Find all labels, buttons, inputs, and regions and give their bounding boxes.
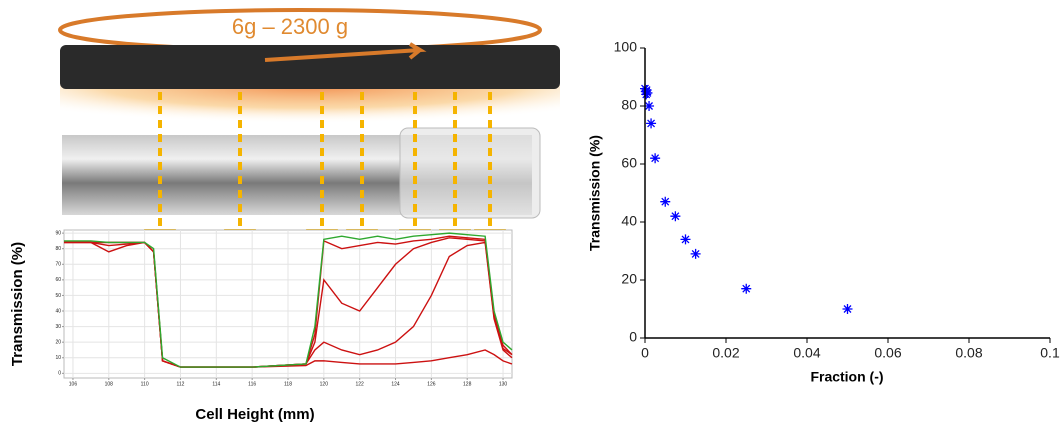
y-tick-label: 0 <box>629 329 637 345</box>
y-axis-label: Transmission (%) <box>9 242 26 366</box>
point <box>670 211 681 222</box>
point <box>660 196 671 207</box>
x-tick-label: 108 <box>105 381 114 387</box>
x-axis-label: Cell Height (mm) <box>195 406 314 423</box>
x-tick-label: 0.04 <box>793 345 820 361</box>
speed-label: 6g – 2300 g <box>232 14 348 39</box>
x-tick-label: 122 <box>356 381 365 387</box>
y-tick-label: 20 <box>621 271 637 287</box>
y-tick-label: 50 <box>55 293 61 299</box>
arrows <box>144 92 506 261</box>
cell-cap <box>399 127 541 219</box>
point <box>646 118 657 129</box>
point <box>690 248 701 259</box>
x-tick-label: 128 <box>463 381 472 387</box>
point <box>650 153 661 164</box>
y-tick-label: 70 <box>55 262 61 268</box>
y-tick-label: 40 <box>55 308 61 314</box>
point <box>741 283 752 294</box>
y-axis-label: Transmission (%) <box>587 135 603 251</box>
x-tick-label: 0.06 <box>874 345 901 361</box>
x-tick-label: 106 <box>69 381 78 387</box>
y-tick-label: 30 <box>55 324 61 330</box>
profile-line <box>64 232 513 368</box>
y-tick-label: 80 <box>55 246 61 252</box>
y-tick-label: 0 <box>58 371 61 377</box>
point <box>842 304 853 314</box>
point <box>641 89 652 100</box>
y-tick-label: 60 <box>55 277 61 283</box>
x-tick-label: 0.1 <box>1040 345 1060 361</box>
x-tick-label: 0.08 <box>955 345 982 361</box>
x-tick-label: 112 <box>176 381 184 387</box>
x-axis-label: Fraction (-) <box>810 369 883 385</box>
x-tick-label: 0 <box>641 345 649 361</box>
y-tick-label: 80 <box>621 97 637 113</box>
y-tick-label: 20 <box>55 339 61 345</box>
y-tick-label: 40 <box>621 213 637 229</box>
x-tick-label: 120 <box>320 381 329 387</box>
y-tick-label: 60 <box>621 155 637 171</box>
x-tick-label: 130 <box>499 381 508 387</box>
x-tick-label: 114 <box>212 381 220 387</box>
y-tick-label: 90 <box>55 230 61 236</box>
y-tick-label: 10 <box>55 355 61 361</box>
y-tick-label: 100 <box>614 39 638 55</box>
x-tick-label: 116 <box>248 381 256 387</box>
x-tick-label: 0.02 <box>712 345 739 361</box>
illustration: 6g – 2300 g <box>58 8 560 261</box>
x-tick-label: 124 <box>391 381 400 387</box>
rotor <box>60 45 560 89</box>
x-tick-label: 126 <box>427 381 436 387</box>
point <box>644 101 655 111</box>
x-tick-label: 118 <box>284 381 292 387</box>
x-tick-label: 110 <box>141 381 149 387</box>
point <box>680 234 691 245</box>
arrow-head <box>264 42 427 62</box>
